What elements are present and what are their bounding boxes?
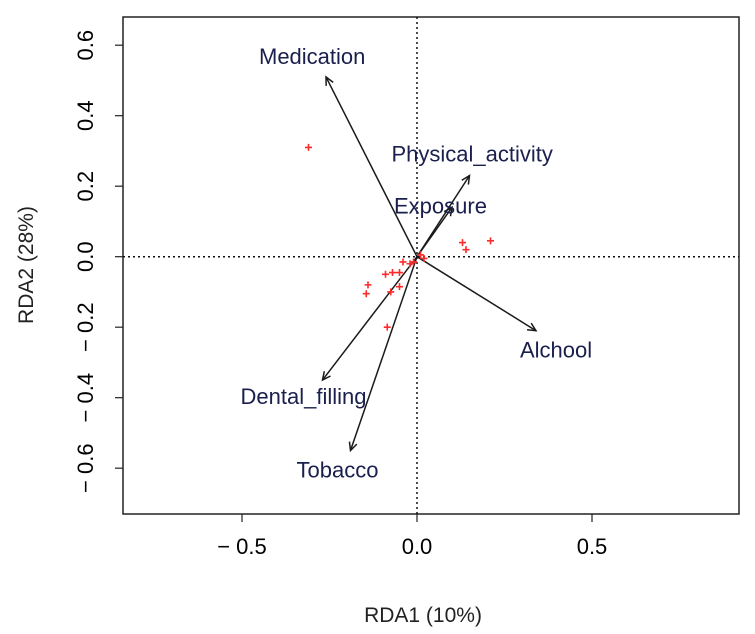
vector-arrow-head xyxy=(526,322,538,332)
sample-point xyxy=(383,323,391,331)
vector-arrow-line xyxy=(349,256,418,451)
y-tick-label: − 0.6 xyxy=(73,443,98,493)
x-tick-label: − 0.5 xyxy=(217,534,267,559)
vector-arrow-line xyxy=(321,256,418,381)
vector-label: Dental_filling xyxy=(241,384,367,409)
sample-points xyxy=(305,143,494,331)
vector-arrow-head xyxy=(461,174,471,185)
vector-arrow-line xyxy=(325,76,418,258)
y-tick-label: 0.2 xyxy=(73,171,98,202)
y-tick-label: 0.4 xyxy=(73,100,98,131)
x-tick-label: 0.0 xyxy=(402,534,433,559)
vector-label: Physical_activity xyxy=(392,142,553,167)
y-axis-title: RDA2 (28%) xyxy=(15,206,38,324)
vector-label: Medication xyxy=(259,44,365,69)
sample-point xyxy=(364,281,372,289)
vector-label: Alchool xyxy=(520,338,592,363)
y-axis: − 0.6 − 0.4 − 0.2 0.0 0.2 0.4 0.6 xyxy=(73,30,123,493)
sample-point xyxy=(382,270,389,278)
sample-point xyxy=(396,269,403,277)
sample-point xyxy=(387,288,395,296)
sample-point xyxy=(389,269,396,277)
vector-labels: Medication Physical_activity Exposure Alcho… xyxy=(241,44,593,483)
vector-arrow-head xyxy=(348,441,358,453)
vector-arrow-head xyxy=(443,205,453,217)
sample-point xyxy=(420,254,428,262)
sample-point xyxy=(399,258,407,266)
vector-arrow-line xyxy=(416,256,537,332)
x-tick-label: 0.5 xyxy=(577,534,608,559)
sample-point xyxy=(362,290,370,298)
vector-arrow-head xyxy=(325,75,334,86)
plot-frame xyxy=(122,16,740,515)
x-axis: − 0.5 0.0 0.5 xyxy=(217,514,607,559)
sample-point xyxy=(396,283,403,291)
sample-point xyxy=(410,258,417,266)
vector-arrow-head xyxy=(321,371,331,382)
y-tick-label: 0.0 xyxy=(73,241,98,272)
y-tick-label: − 0.4 xyxy=(73,373,98,423)
sample-point xyxy=(459,239,466,247)
vector-label: Tobacco xyxy=(297,458,379,483)
vector-arrow-line xyxy=(416,206,453,258)
sample-point xyxy=(462,246,470,254)
sample-point xyxy=(417,251,424,259)
vector-label: Exposure xyxy=(394,193,487,218)
y-tick-label: 0.6 xyxy=(73,30,98,61)
sample-point xyxy=(305,143,312,151)
sample-point xyxy=(487,237,494,245)
y-tick-label: − 0.2 xyxy=(73,302,98,352)
environmental-vectors xyxy=(321,75,538,453)
x-axis-title: RDA1 (10%) xyxy=(364,604,482,627)
